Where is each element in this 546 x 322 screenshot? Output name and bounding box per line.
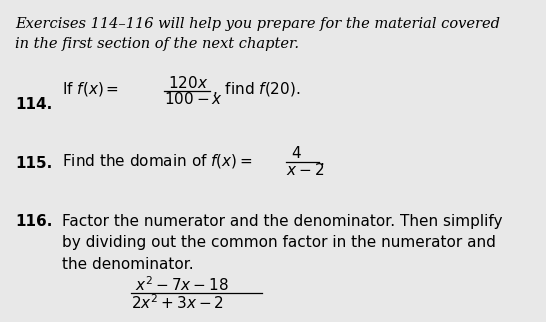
Text: $4$: $4$ (291, 145, 302, 161)
Text: $2x^2 + 3x - 2$: $2x^2 + 3x - 2$ (131, 293, 224, 312)
Text: Exercises 114–116 will help you prepare for the material covered
in the first se: Exercises 114–116 will help you prepare … (15, 17, 501, 51)
Text: 115.: 115. (15, 156, 53, 171)
Text: $x^2 - 7x - 18$: $x^2 - 7x - 18$ (135, 276, 229, 294)
Text: 116.: 116. (15, 214, 53, 229)
Text: 114.: 114. (15, 97, 53, 112)
Text: Factor the numerator and the denominator. Then simplify
by dividing out the comm: Factor the numerator and the denominator… (62, 214, 503, 272)
Text: $.$: $.$ (319, 154, 324, 168)
Text: $x - 2$: $x - 2$ (286, 162, 325, 178)
Text: $,\ \mathrm{find}\ f(20).$: $,\ \mathrm{find}\ f(20).$ (212, 80, 301, 98)
Text: $120x$: $120x$ (168, 75, 208, 91)
Text: Find the domain of $f(x) =$: Find the domain of $f(x) =$ (62, 152, 253, 170)
Text: If $f(x)=$: If $f(x)=$ (62, 80, 120, 98)
Text: $100 - x$: $100 - x$ (164, 91, 223, 107)
